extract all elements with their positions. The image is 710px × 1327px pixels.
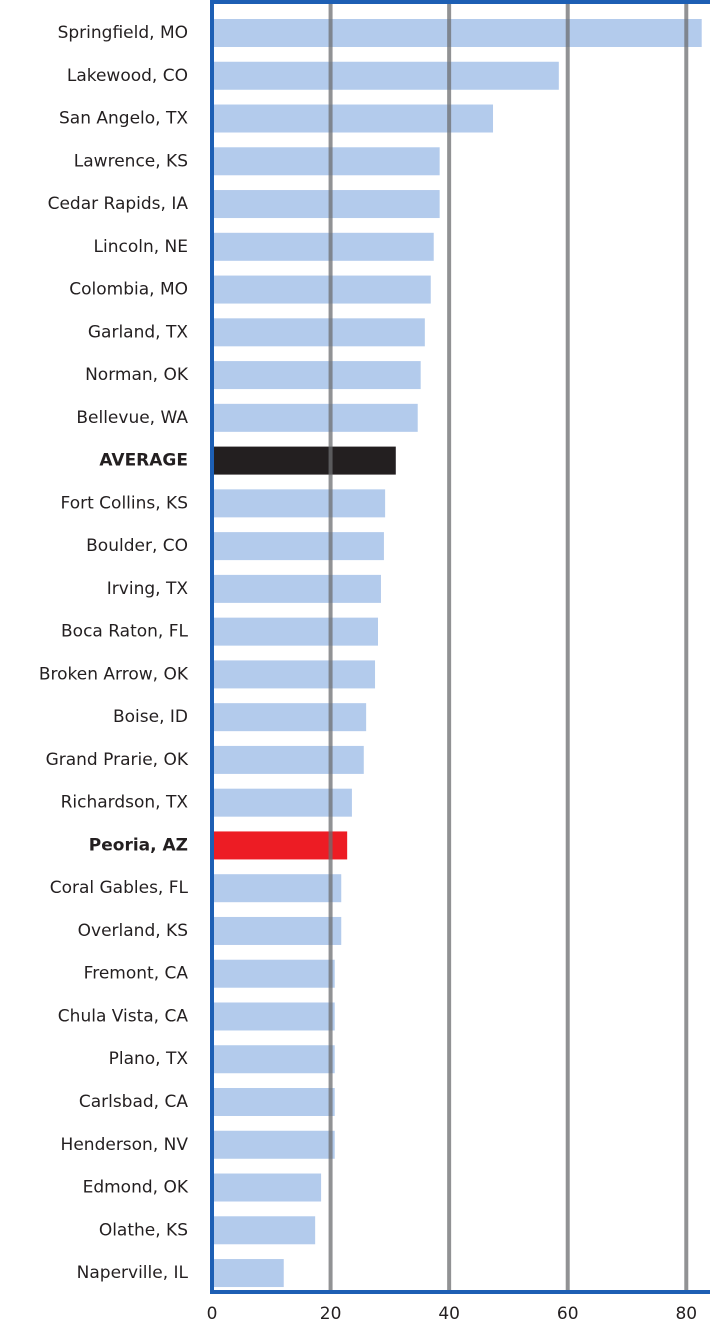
y-tick-label: Peoria, AZ <box>89 835 188 855</box>
y-tick-label: Colombia, MO <box>69 280 188 300</box>
bar <box>212 660 376 689</box>
bar <box>212 19 702 47</box>
bar <box>212 617 378 646</box>
y-tick-label: Garland, TX <box>88 322 188 342</box>
bar <box>212 232 434 261</box>
bar <box>212 318 425 347</box>
bar <box>212 361 421 390</box>
bar <box>212 147 440 176</box>
x-tick-label: 60 <box>557 1304 579 1324</box>
x-tick-label: 80 <box>675 1304 697 1324</box>
y-tick-label: San Angelo, TX <box>59 109 188 129</box>
bar <box>212 1045 335 1074</box>
y-tick-label: Plano, TX <box>109 1049 189 1069</box>
bar <box>212 446 396 475</box>
x-tick-label: 0 <box>207 1304 218 1324</box>
bar <box>212 1088 335 1116</box>
bar <box>212 1002 335 1031</box>
bar <box>212 1259 284 1288</box>
bar <box>212 403 418 432</box>
bar <box>212 874 342 903</box>
y-tick-label: Bellevue, WA <box>76 408 188 428</box>
bar <box>212 61 559 90</box>
y-tick-label: Boise, ID <box>113 707 188 727</box>
y-tick-label: Norman, OK <box>85 365 189 385</box>
bar <box>212 275 431 304</box>
y-tick-label: AVERAGE <box>99 451 188 471</box>
y-tick-label: Boulder, CO <box>86 536 188 556</box>
y-tick-label: Fort Collins, KS <box>61 493 188 513</box>
y-tick-label: Edmond, OK <box>83 1178 189 1198</box>
bar <box>212 959 335 988</box>
bar <box>212 104 494 133</box>
bar <box>212 1130 335 1159</box>
y-tick-label: Lawrence, KS <box>74 151 188 171</box>
y-tick-label: Lincoln, NE <box>94 237 188 257</box>
bar <box>212 703 367 732</box>
x-tick-label: 40 <box>438 1304 460 1324</box>
y-tick-label: Carlsbad, CA <box>79 1092 189 1112</box>
y-tick-label: Naperville, IL <box>77 1263 189 1283</box>
bar <box>212 1173 322 1202</box>
y-tick-label: Irving, TX <box>107 579 189 599</box>
bar <box>212 190 440 219</box>
y-tick-label: Boca Raton, FL <box>61 622 189 642</box>
y-tick-label: Olathe, KS <box>99 1220 188 1240</box>
bar <box>212 916 342 945</box>
y-tick-label: Coral Gables, FL <box>50 878 189 898</box>
y-tick-label: Springfield, MO <box>58 23 188 43</box>
bar <box>212 831 348 860</box>
bar <box>212 1216 316 1245</box>
bar <box>212 489 386 518</box>
bar <box>212 574 381 603</box>
y-tick-label: Chula Vista, CA <box>58 1006 189 1026</box>
y-tick-label: Cedar Rapids, IA <box>48 194 189 214</box>
y-tick-label: Fremont, CA <box>84 964 189 984</box>
y-tick-label: Lakewood, CO <box>67 66 188 86</box>
bar <box>212 532 384 561</box>
x-tick-label: 20 <box>320 1304 342 1324</box>
y-tick-label: Henderson, NV <box>61 1135 189 1155</box>
y-tick-label: Richardson, TX <box>61 793 189 813</box>
bar <box>212 745 364 774</box>
y-tick-label: Overland, KS <box>78 921 188 941</box>
y-tick-label: Grand Prarie, OK <box>46 750 189 770</box>
y-tick-label: Broken Arrow, OK <box>39 664 189 684</box>
